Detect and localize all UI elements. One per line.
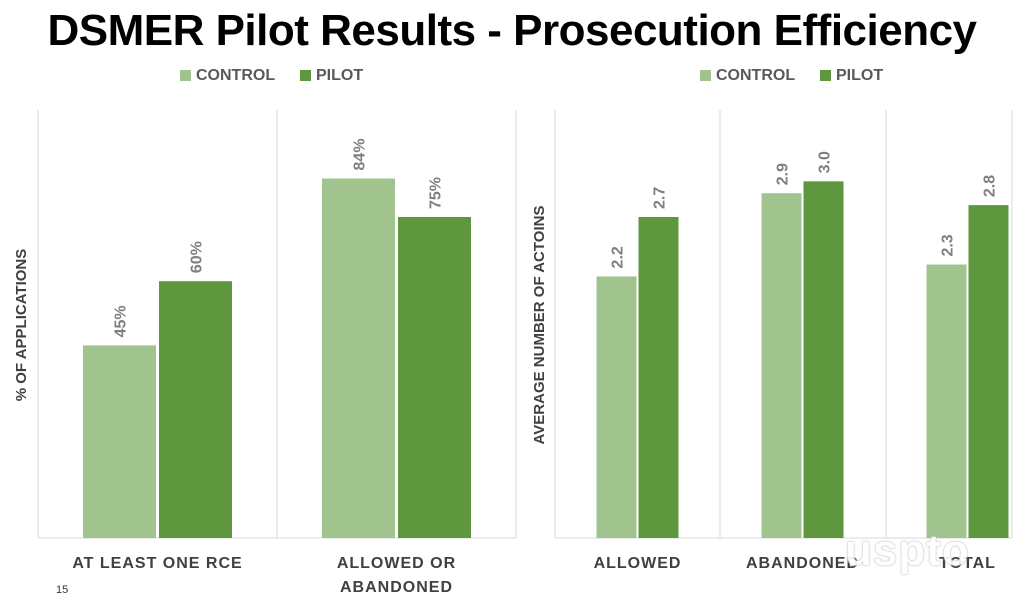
bar-pilot: [398, 217, 471, 538]
legend-swatch-pilot: [300, 70, 311, 81]
slide-title: DSMER Pilot Results - Prosecution Effici…: [47, 6, 977, 55]
category-label: ALLOWED OR: [337, 555, 456, 572]
category-label: AT LEAST ONE RCE: [72, 555, 242, 572]
bar-control: [322, 178, 395, 539]
legend-swatch-control: [700, 70, 711, 81]
category-label: ABANDONED: [340, 579, 453, 596]
legend-label-pilot: PILOT: [316, 67, 363, 84]
page-number: 15: [56, 584, 69, 596]
uspto-logo: uspto: [845, 526, 970, 575]
data-label: 2.2: [610, 246, 627, 268]
bar-control: [926, 264, 967, 538]
legend-swatch-pilot: [820, 70, 831, 81]
bar-control: [596, 276, 637, 538]
chart-right-group: CONTROL PILOT AVERAGE NUMBER OF ACTOINS 2.2…: [531, 67, 1013, 572]
data-label: 2.8: [982, 175, 999, 197]
legend-label-pilot: PILOT: [836, 67, 883, 84]
data-label: 75%: [428, 177, 445, 209]
data-label: 45%: [113, 305, 130, 337]
category-label: ALLOWED: [594, 555, 682, 572]
data-label: 2.3: [940, 234, 957, 256]
y-axis-label: % OF APPLICATIONS: [13, 249, 30, 402]
data-label: 3.0: [817, 151, 834, 173]
category-label: TOTAL: [939, 555, 996, 572]
bar-pilot: [968, 205, 1009, 538]
legend-label-control: CONTROL: [196, 67, 275, 84]
data-label: 84%: [352, 138, 369, 170]
chart-left-group: CONTROL PILOT % OF APPLICATIONS 45% 60% AT LE…: [13, 67, 517, 596]
y-axis-label: AVERAGE NUMBER OF ACTOINS: [531, 206, 548, 445]
bar-pilot: [803, 181, 844, 539]
data-label: 2.9: [775, 163, 792, 185]
legend-swatch-control: [180, 70, 191, 81]
bar-pilot: [159, 281, 232, 538]
data-label: 60%: [189, 241, 206, 273]
category-label: ABANDONED: [746, 555, 859, 572]
bar-control: [761, 193, 802, 538]
bar-control: [83, 345, 156, 538]
legend-label-control: CONTROL: [716, 67, 795, 84]
data-label: 2.7: [652, 187, 669, 209]
bar-pilot: [638, 217, 679, 538]
